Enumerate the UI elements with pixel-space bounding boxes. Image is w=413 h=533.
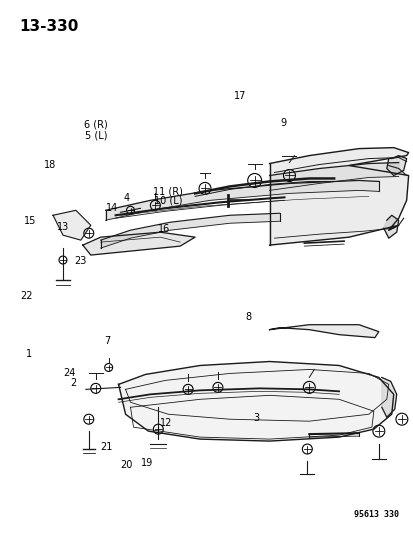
Text: 24: 24 bbox=[63, 368, 75, 377]
Text: 23: 23 bbox=[74, 256, 86, 266]
Text: 16: 16 bbox=[157, 224, 169, 235]
Text: 9: 9 bbox=[279, 118, 285, 128]
Text: 1: 1 bbox=[26, 349, 32, 359]
Text: 22: 22 bbox=[20, 290, 32, 301]
Polygon shape bbox=[118, 361, 393, 441]
Text: 20: 20 bbox=[120, 461, 133, 470]
Text: 13: 13 bbox=[57, 222, 69, 232]
Text: 11 (R): 11 (R) bbox=[153, 186, 183, 196]
Polygon shape bbox=[386, 156, 406, 175]
Polygon shape bbox=[53, 211, 90, 240]
Polygon shape bbox=[100, 213, 279, 248]
Text: 10 (L): 10 (L) bbox=[153, 195, 182, 205]
Text: 7: 7 bbox=[104, 336, 110, 346]
Text: 3: 3 bbox=[253, 413, 259, 423]
Text: 14: 14 bbox=[105, 203, 117, 213]
Text: 18: 18 bbox=[44, 160, 56, 169]
Text: 95613 330: 95613 330 bbox=[353, 510, 398, 519]
Text: 4: 4 bbox=[123, 192, 130, 203]
Polygon shape bbox=[269, 148, 408, 245]
Polygon shape bbox=[381, 377, 396, 417]
Text: 12: 12 bbox=[159, 418, 172, 428]
Text: 5 (L): 5 (L) bbox=[85, 130, 107, 140]
Text: 2: 2 bbox=[70, 378, 76, 388]
Polygon shape bbox=[383, 215, 398, 238]
Polygon shape bbox=[105, 181, 378, 220]
Text: 6 (R): 6 (R) bbox=[84, 120, 107, 130]
Text: 8: 8 bbox=[244, 312, 251, 322]
Text: 17: 17 bbox=[233, 91, 245, 101]
Text: 13-330: 13-330 bbox=[19, 19, 78, 34]
Text: 19: 19 bbox=[141, 458, 153, 467]
Polygon shape bbox=[83, 232, 195, 255]
Polygon shape bbox=[269, 325, 378, 337]
Text: 15: 15 bbox=[24, 216, 36, 227]
Text: 21: 21 bbox=[100, 442, 112, 452]
Polygon shape bbox=[269, 163, 398, 190]
